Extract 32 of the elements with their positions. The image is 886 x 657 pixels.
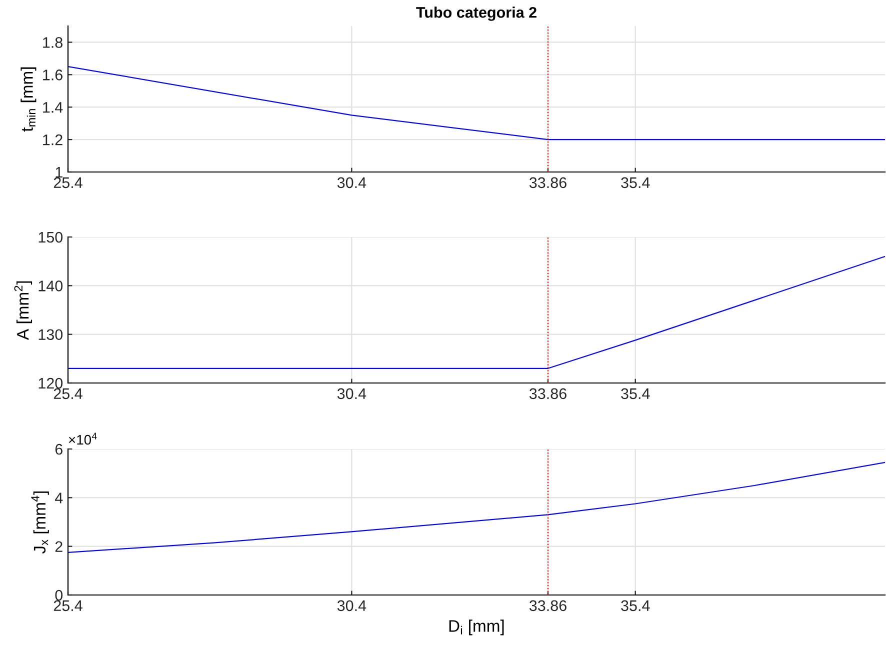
x-tick-label: 33.86 [529, 600, 566, 612]
y-tick-label: 120 [38, 378, 63, 389]
text: ×10$^{4}$ [68, 432, 97, 445]
line-series [68, 462, 885, 553]
x-axis-title: D$_{i}$ [mm] [449, 620, 504, 636]
y-axis-title: t$_{min}$ [mm] [20, 67, 36, 132]
x-tick-label: 33.86 [529, 177, 566, 188]
y-tick-label: 1.4 [43, 102, 63, 113]
x-tick-label: 30.4 [337, 388, 366, 400]
y-tick-label: 0 [55, 590, 63, 601]
y-tick-label: 1.2 [43, 134, 62, 146]
y-axis-title: J$_{x}$ [mm$^{4}$] [31, 492, 49, 554]
x-tick-label: 25.4 [54, 177, 82, 188]
x-tick-label: 35.4 [621, 600, 650, 612]
y-tick-label: 1.8 [43, 37, 62, 48]
y-tick-label: 150 [38, 232, 63, 243]
y-tick-label: 1.6 [43, 70, 62, 80]
x-tick-label: 30.4 [337, 600, 366, 612]
y-tick-label: 6 [55, 444, 62, 455]
y-tick-label: 140 [38, 280, 63, 292]
y-tick-label: 1 [56, 167, 62, 178]
x-tick-label: 33.86 [529, 388, 566, 400]
x-tick-label: 35.4 [621, 388, 650, 400]
y-tick-label: 130 [38, 329, 63, 340]
x-tick-label: 30.4 [337, 177, 366, 188]
y-tick-label: 4 [54, 492, 63, 504]
y-axis-title: A [mm$^{2}$] [14, 281, 32, 340]
chart-title: Tubo categoria 2 [416, 6, 536, 21]
x-tick-label: 25.4 [54, 600, 82, 612]
y-tick-label: 2 [55, 541, 62, 552]
x-tick-label: 25.4 [54, 388, 82, 400]
x-tick-label: 35.4 [621, 177, 650, 188]
